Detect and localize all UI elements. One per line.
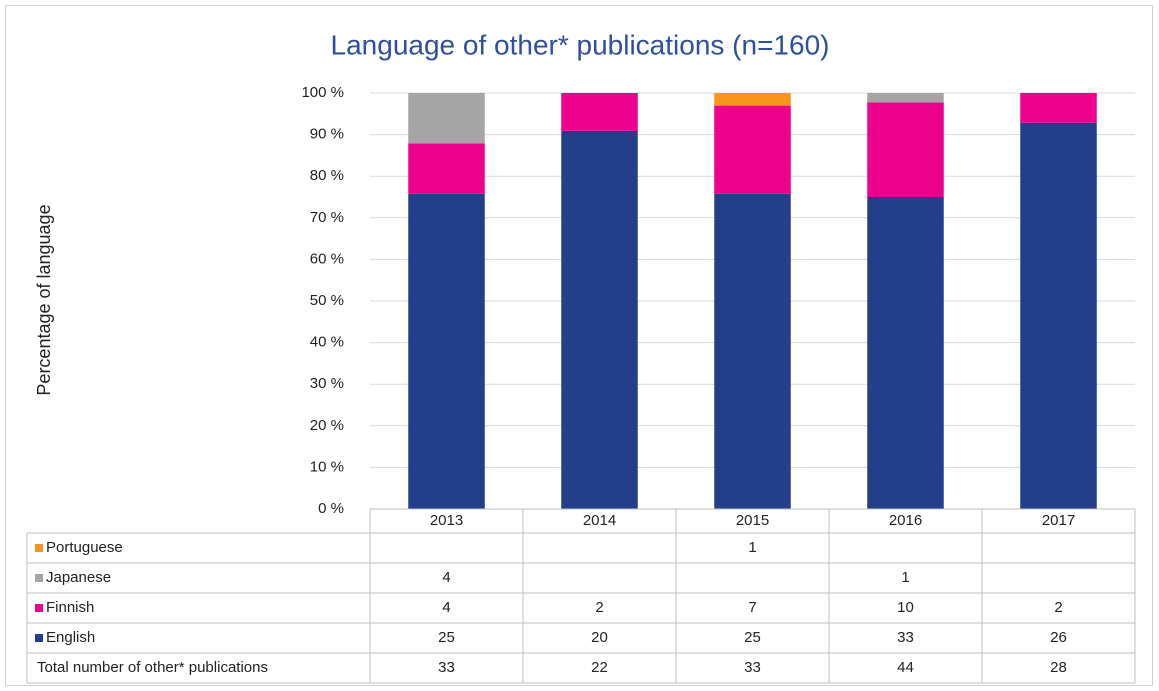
x-tick-label: 2015 bbox=[736, 512, 769, 529]
y-tick-label: 20 % bbox=[310, 417, 344, 434]
y-tick-label: 100 % bbox=[301, 84, 344, 101]
table-value: 7 bbox=[748, 599, 756, 616]
legend-label: Finnish bbox=[46, 599, 94, 616]
table-value: 20 bbox=[591, 629, 608, 646]
y-tick-label: 30 % bbox=[310, 375, 344, 392]
y-tick-label: 80 % bbox=[310, 167, 344, 184]
table-value: 33 bbox=[438, 659, 455, 676]
y-tick-label: 70 % bbox=[310, 209, 344, 226]
y-axis-title: Percentage of language bbox=[34, 204, 54, 395]
y-tick-label: 0 % bbox=[318, 500, 344, 517]
table-value: 26 bbox=[1050, 629, 1067, 646]
x-tick-label: 2014 bbox=[583, 512, 616, 529]
bar-segment bbox=[561, 93, 638, 131]
bar-segment bbox=[1020, 93, 1097, 123]
y-tick-label: 40 % bbox=[310, 334, 344, 351]
table-value: 4 bbox=[442, 569, 450, 586]
legend-swatch bbox=[35, 604, 43, 612]
table-value: 33 bbox=[897, 629, 914, 646]
table-value: 2 bbox=[1054, 599, 1062, 616]
table-value: 25 bbox=[438, 629, 455, 646]
totals-label: Total number of other* publications bbox=[37, 659, 268, 676]
bar-segment bbox=[714, 193, 791, 509]
table-value: 1 bbox=[748, 539, 756, 556]
table-value: 2 bbox=[595, 599, 603, 616]
legend-label: Japanese bbox=[46, 569, 111, 586]
y-tick-label: 90 % bbox=[310, 126, 344, 143]
legend-label: Portuguese bbox=[46, 539, 123, 556]
x-tick-label: 2017 bbox=[1042, 512, 1075, 529]
bar-segment bbox=[408, 193, 485, 509]
bar-segment bbox=[867, 197, 944, 509]
bar-segment bbox=[714, 105, 791, 194]
table-value: 22 bbox=[591, 659, 608, 676]
bar-segment bbox=[714, 93, 791, 106]
legend-swatch bbox=[35, 544, 43, 552]
table-value: 25 bbox=[744, 629, 761, 646]
table-value: 1 bbox=[901, 569, 909, 586]
table-value: 44 bbox=[897, 659, 914, 676]
bar-segment bbox=[408, 143, 485, 194]
bar-segment bbox=[867, 93, 944, 103]
bar-segment bbox=[867, 102, 944, 197]
table-value: 28 bbox=[1050, 659, 1067, 676]
table-value: 10 bbox=[897, 599, 914, 616]
legend-swatch bbox=[35, 574, 43, 582]
bar-segment bbox=[408, 93, 485, 144]
chart-title: Language of other* publications (n=160) bbox=[331, 29, 830, 60]
y-tick-label: 50 % bbox=[310, 292, 344, 309]
x-tick-label: 2013 bbox=[430, 512, 463, 529]
legend-swatch bbox=[35, 634, 43, 642]
bar-segment bbox=[1020, 122, 1097, 509]
x-tick-label: 2016 bbox=[889, 512, 922, 529]
y-tick-label: 60 % bbox=[310, 250, 344, 267]
y-tick-label: 10 % bbox=[310, 458, 344, 475]
bar-segment bbox=[561, 130, 638, 509]
legend-label: English bbox=[46, 629, 95, 646]
table-value: 33 bbox=[744, 659, 761, 676]
table-value: 4 bbox=[442, 599, 450, 616]
